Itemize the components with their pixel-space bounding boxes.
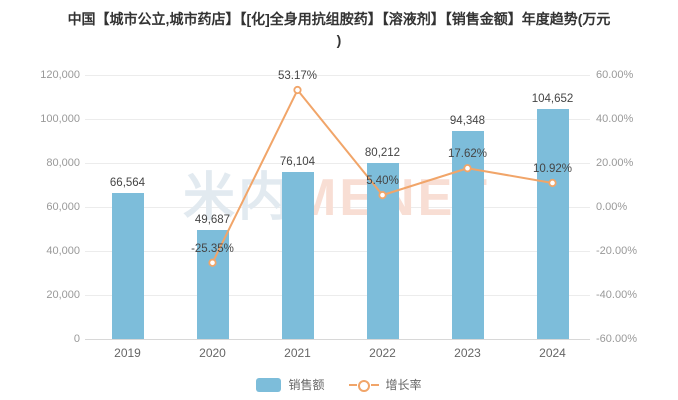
legend-item-sales[interactable]: 销售额 [256, 378, 325, 392]
legend-label-sales: 销售额 [288, 378, 325, 392]
chart-title: 中国【城市公立,城市药店】【[化]全身用抗组胺药】【溶液剂】【销售金额】年度趋势… [0, 9, 678, 51]
bar-value-label: 104,652 [531, 92, 574, 105]
bar-value-label: 94,348 [449, 115, 486, 128]
bar-series-swatch-icon [256, 378, 282, 392]
gridline [85, 250, 590, 252]
x-axis-label-2023: 2023 [454, 346, 481, 360]
growth-value-label: 53.17% [277, 70, 317, 83]
gridline [85, 74, 590, 76]
x-axis-label-2021: 2021 [284, 346, 311, 360]
right-axis-tick: 0.00% [596, 201, 628, 213]
growth-value-label: 17.62% [447, 148, 487, 161]
growth-marker-2023[interactable] [463, 164, 472, 173]
left-axis-tick: 60,000 [46, 201, 80, 213]
right-axis-tick: 40.00% [596, 113, 634, 125]
growth-value-label: -25.35% [191, 242, 234, 255]
gridline [85, 118, 590, 120]
right-axis-tick: -20.00% [596, 245, 637, 257]
line-series-marker-icon [348, 379, 379, 392]
bar-2022[interactable] [366, 162, 399, 339]
right-axis-tick: 20.00% [596, 157, 634, 169]
x-axis-label-2024: 2024 [539, 346, 566, 360]
bar-value-label: 76,104 [279, 155, 316, 168]
left-axis-tick: 0 [73, 333, 80, 345]
left-axis-tick: 20,000 [46, 289, 80, 301]
bar-2019[interactable] [111, 192, 144, 339]
legend-label-growth: 增长率 [385, 378, 422, 392]
chart-title-line1: 中国【城市公立,城市药店】【[化]全身用抗组胺药】【溶液剂】【销售金额】年度趋势… [67, 11, 611, 27]
growth-marker-2021[interactable] [293, 85, 302, 95]
growth-marker-2022[interactable] [378, 191, 387, 200]
left-axis-tick: 120,000 [40, 69, 80, 81]
x-axis-line [85, 338, 590, 340]
growth-value-label: 5.40% [366, 175, 399, 188]
legend: 销售额 增长率 [0, 374, 678, 396]
right-axis-tick: -40.00% [596, 289, 637, 301]
gridline [85, 294, 590, 296]
growth-marker-2024[interactable] [548, 178, 557, 188]
bar-2021[interactable] [281, 171, 314, 339]
right-axis-tick: 60.00% [596, 69, 634, 81]
legend-item-growth[interactable]: 增长率 [348, 378, 422, 392]
chart-title-line2: ) [336, 32, 342, 48]
bar-value-label: 80,212 [364, 146, 401, 159]
right-axis-tick: -60.00% [596, 333, 637, 345]
x-axis-label-2019: 2019 [114, 346, 141, 360]
bar-value-label: 49,687 [194, 213, 231, 226]
growth-value-label: 10.92% [532, 162, 572, 175]
left-axis-tick: 40,000 [46, 245, 80, 257]
x-axis-label-2020: 2020 [199, 346, 226, 360]
left-axis-tick: 80,000 [46, 157, 80, 169]
bar-2023[interactable] [451, 131, 484, 339]
growth-marker-2020[interactable] [208, 258, 217, 267]
bar-2024[interactable] [536, 108, 569, 339]
x-axis-label-2022: 2022 [369, 346, 396, 360]
left-axis-tick: 100,000 [40, 113, 80, 125]
bar-value-label: 66,564 [109, 176, 146, 189]
